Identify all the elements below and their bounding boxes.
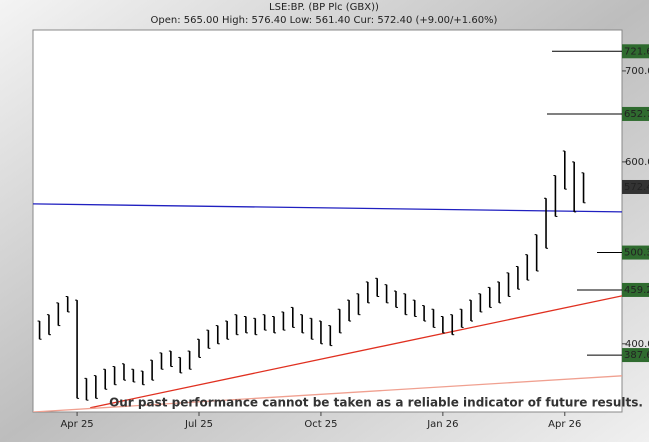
x-tick-label: Jan 26 xyxy=(426,419,458,430)
chart-subtitle: Open: 565.00 High: 576.40 Low: 561.40 Cu… xyxy=(151,15,498,26)
x-tick-label: Oct 25 xyxy=(304,419,337,430)
level-label: 652.7 xyxy=(624,109,649,120)
level-label: 459.2 xyxy=(624,285,649,296)
level-box xyxy=(622,245,649,260)
chart-title: LSE:BP. (BP Plc (GBX)) xyxy=(269,2,379,13)
level-box xyxy=(622,282,649,297)
x-tick-label: Apr 25 xyxy=(60,419,93,430)
disclaimer: Our past performance cannot be taken as … xyxy=(109,396,643,410)
trend-line xyxy=(90,295,622,409)
level-box xyxy=(622,44,649,59)
x-tick-label: Apr 26 xyxy=(548,419,581,430)
plot-area xyxy=(32,29,623,413)
level-label: 387.6 xyxy=(624,350,649,361)
y-tick-label: 600.0 xyxy=(625,157,649,168)
y-tick-label: 400.0 xyxy=(625,339,649,350)
y-tick-label: 700.0 xyxy=(625,66,649,77)
x-tick-label: Jul 25 xyxy=(184,419,213,430)
level-box xyxy=(622,348,649,363)
level-box xyxy=(622,179,649,194)
trend-line xyxy=(33,375,622,412)
level-box xyxy=(622,106,649,121)
trend-line xyxy=(33,203,622,213)
level-label: 500.3 xyxy=(624,248,649,259)
level-label: 572.4 xyxy=(624,182,649,193)
level-label: 721.6 xyxy=(624,46,649,57)
